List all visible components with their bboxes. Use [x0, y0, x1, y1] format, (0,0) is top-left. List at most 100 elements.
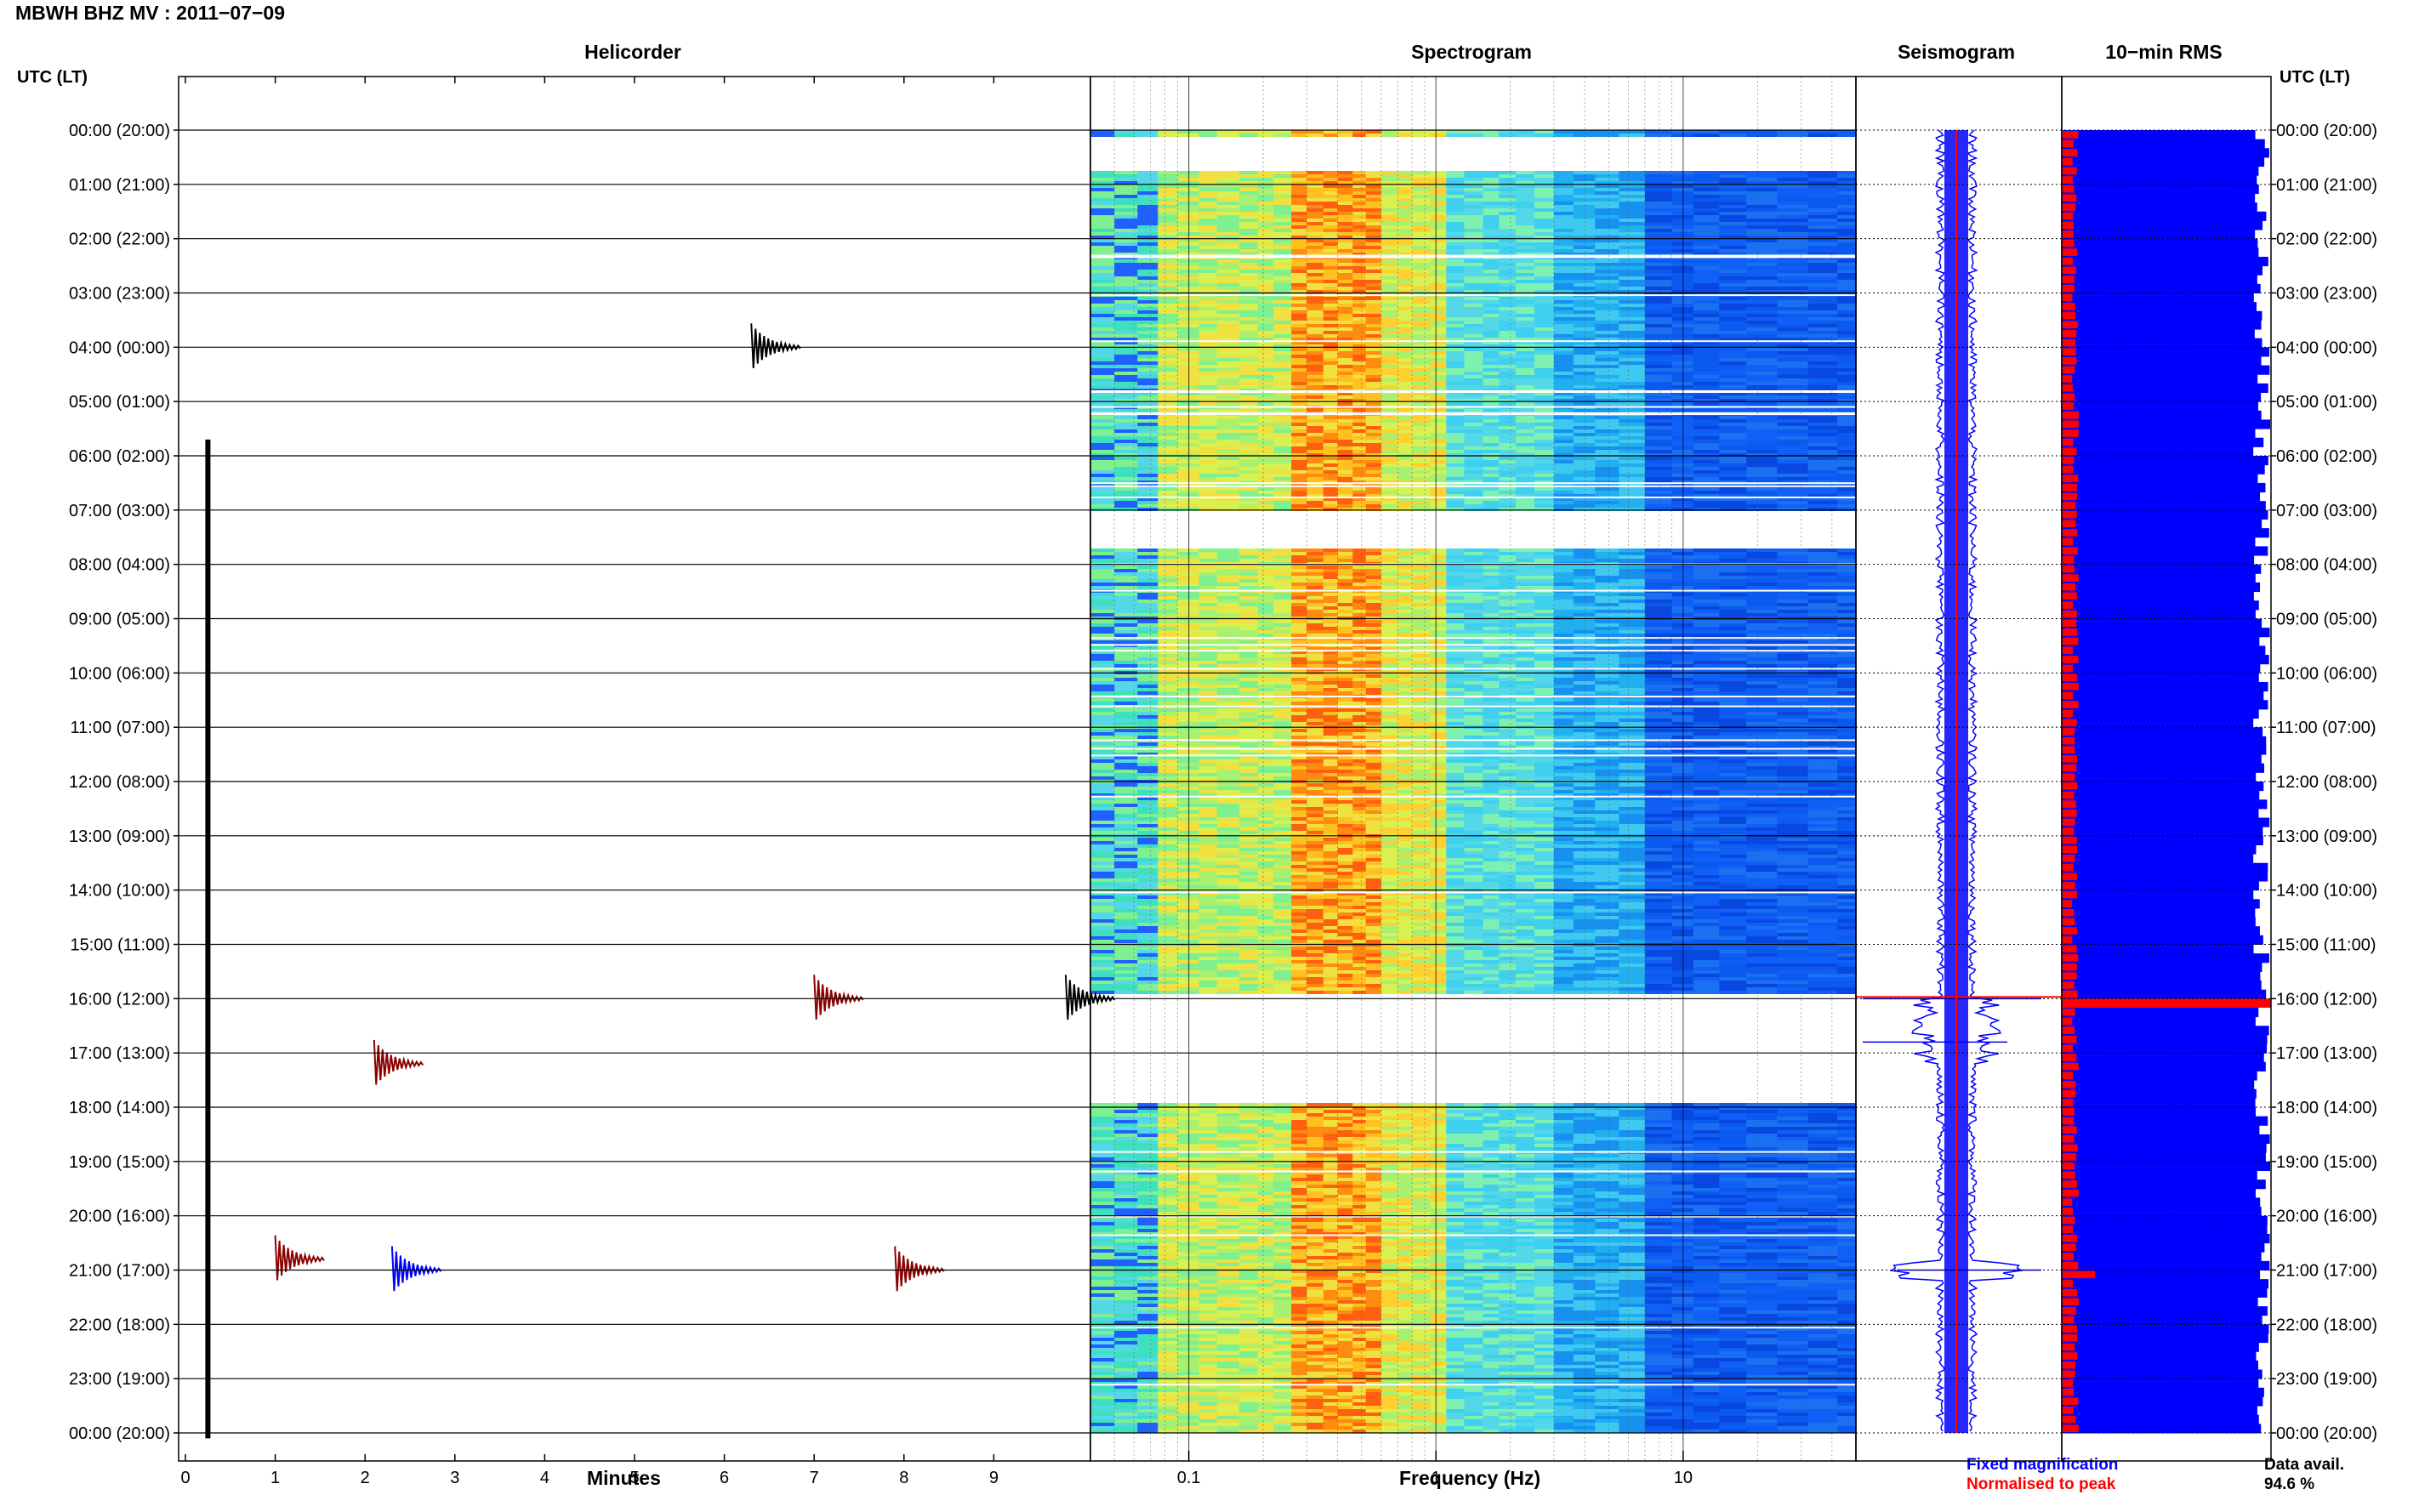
spectrogram-cell [1273, 443, 1292, 446]
spectrogram-cell [1516, 426, 1535, 429]
spectrogram-cell [1306, 134, 1323, 137]
spectrogram-cell [1645, 358, 1672, 361]
spectrogram-cell [1217, 276, 1240, 280]
spectrogram-cell [1137, 426, 1158, 429]
spectrogram-cell [1499, 395, 1516, 399]
spectrogram-cell [1199, 276, 1218, 280]
spectrogram-cell [1412, 368, 1431, 372]
spectrogram-cell [1499, 270, 1516, 273]
spectrogram-cell [1746, 198, 1778, 202]
spectrogram-cell [1619, 559, 1645, 562]
spectrogram-cell [1114, 627, 1138, 630]
spectrogram-cell [1808, 365, 1838, 368]
spectrogram-cell [1273, 314, 1292, 317]
spectrogram-cell [1199, 321, 1218, 324]
spectrogram-cell [1645, 450, 1672, 453]
spectrogram-cell [1693, 402, 1720, 406]
spectrogram-cell [1137, 171, 1158, 174]
spectrogram-cell [1837, 552, 1857, 555]
spectrogram-cell [1746, 215, 1778, 219]
spectrogram-cell [1554, 185, 1574, 188]
spectrogram-cell [1381, 443, 1398, 446]
spectrogram-cell [1366, 630, 1382, 634]
spectrogram-cell [1199, 222, 1218, 225]
spectrogram-cell [1397, 470, 1413, 474]
spectrogram-cell [1777, 287, 1808, 290]
spectrogram-cell [1412, 429, 1431, 433]
spectrogram-cell [1114, 314, 1138, 317]
spectrogram-cell [1258, 491, 1274, 494]
spectrogram-cell [1137, 249, 1158, 253]
spectrogram-cell [1719, 195, 1746, 198]
spectrogram-cell [1090, 304, 1115, 307]
spectrogram-cell [1323, 314, 1339, 317]
spectrogram-cell [1090, 423, 1115, 426]
spectrogram-cell [1306, 402, 1323, 406]
spectrogram-cell [1239, 467, 1258, 470]
spectrogram-cell [1808, 446, 1838, 450]
spectrogram-cell [1499, 572, 1516, 576]
spectrogram-cell [1534, 457, 1555, 460]
spectrogram-cell [1554, 287, 1574, 290]
spectrogram-cell [1381, 467, 1398, 470]
spectrogram-cell [1595, 385, 1619, 389]
spectrogram-cell [1645, 202, 1672, 205]
spectrogram-cell [1217, 191, 1240, 195]
spectrogram-cell [1338, 610, 1353, 613]
spectrogram-cell [1464, 368, 1483, 372]
spectrogram-cell [1431, 317, 1447, 321]
spectrogram-cell [1595, 610, 1619, 613]
spectrogram-cell [1746, 188, 1778, 191]
spectrogram-cell [1412, 273, 1431, 276]
spectrogram-cell [1397, 596, 1413, 600]
spectrogram-cell [1554, 205, 1574, 208]
spectrogram-cell [1306, 270, 1323, 273]
spectrogram-cell [1619, 232, 1645, 236]
spectrogram-cell [1352, 419, 1366, 423]
spectrogram-cell [1338, 426, 1353, 429]
spectrogram-cell [1464, 474, 1483, 477]
spectrogram-cell [1397, 365, 1413, 368]
spectrogram-cell [1158, 198, 1178, 202]
spectrogram-cell [1239, 426, 1258, 429]
spectrogram-cell [1291, 358, 1307, 361]
spectrogram-cell [1323, 212, 1339, 215]
spectrogram-cell [1746, 232, 1778, 236]
spectrogram-cell [1323, 419, 1339, 423]
spectrogram-cell [1693, 487, 1720, 491]
spectrogram-cell [1291, 263, 1307, 266]
spectrogram-cell [1777, 283, 1808, 287]
spectrogram-cell [1446, 559, 1465, 562]
spectrogram-cell [1158, 276, 1178, 280]
spectrogram-cell [1137, 355, 1158, 358]
spectrogram-cell [1090, 205, 1115, 208]
spectrogram-cell [1554, 375, 1574, 378]
spectrogram-cell [1090, 433, 1115, 436]
spectrogram-cell [1306, 395, 1323, 399]
spectrogram-cell [1291, 310, 1307, 314]
spectrogram-cell [1366, 457, 1382, 460]
spectrogram-cell [1114, 572, 1138, 576]
spectrogram-cell [1534, 348, 1555, 351]
spectrogram-cell [1366, 242, 1382, 246]
spectrogram-cell [1464, 280, 1483, 283]
spectrogram-cell [1306, 297, 1323, 300]
spectrogram-cell [1158, 467, 1178, 470]
spectrogram-cell [1273, 613, 1292, 617]
spectrogram-cell [1137, 348, 1158, 351]
spectrogram-cell [1719, 239, 1746, 242]
spectrogram-cell [1217, 215, 1240, 219]
spectrogram-cell [1090, 572, 1115, 576]
spectrogram-cell [1258, 208, 1274, 212]
spectrogram-cell [1258, 348, 1274, 351]
spectrogram-cell [1777, 446, 1808, 450]
spectrogram-cell [1837, 130, 1857, 134]
spectrogram-cell [1746, 304, 1778, 307]
spectrogram-cell [1516, 559, 1535, 562]
spectrogram-cell [1837, 215, 1857, 219]
spectrogram-cell [1431, 242, 1447, 246]
spectrogram-cell [1808, 600, 1838, 603]
spectrogram-cell [1483, 555, 1500, 559]
spectrogram-cell [1645, 385, 1672, 389]
spectrogram-cell [1366, 351, 1382, 355]
